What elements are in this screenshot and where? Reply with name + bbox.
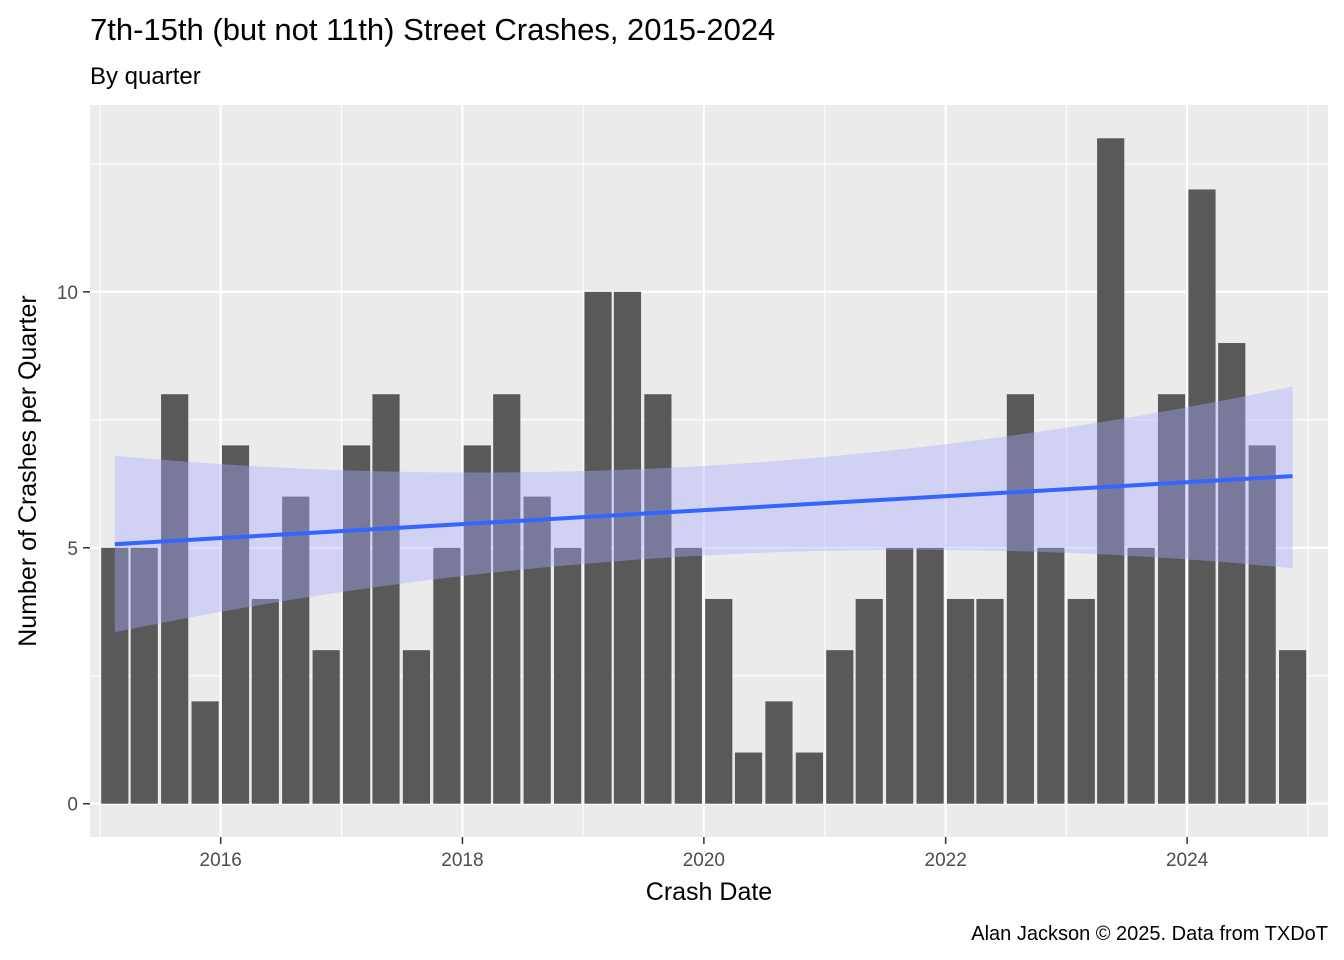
bar [1188,189,1216,804]
bar [674,547,702,804]
y-axis: 0 5 10 [57,283,90,816]
x-tick-label: 2016 [200,850,242,871]
y-tick-label: 5 [67,539,78,560]
bar [221,445,250,804]
bar [916,547,944,804]
bar [433,547,461,804]
bar [1157,394,1186,804]
bar [493,394,521,804]
bar [1248,445,1276,804]
bar [795,752,823,804]
bar [523,496,551,804]
y-tick-label: 10 [57,283,78,304]
bar [1218,343,1246,804]
chart-subtitle: By quarter [90,63,201,90]
bar [101,547,129,804]
bar [946,598,975,804]
bar [312,650,340,804]
trend-layer [114,386,1293,633]
bar [282,496,310,804]
bar [644,394,672,804]
chart-caption: Alan Jackson © 2025. Data from TXDoT [971,923,1328,945]
bar [765,701,793,804]
bar [402,650,431,804]
trend-line [114,474,1293,547]
bar [976,598,1004,804]
bar [191,701,219,804]
bar [613,291,642,804]
x-tick-label: 2024 [1166,850,1209,871]
y-tick-label: 0 [67,795,78,816]
bar [1067,598,1095,804]
bar [130,547,158,804]
bar [342,445,371,804]
bar [251,598,279,804]
bar [705,598,733,804]
x-tick-label: 2020 [683,850,725,871]
bar [1097,138,1125,804]
bar [855,598,883,804]
x-tick-label: 2018 [441,850,483,871]
bar [886,547,914,804]
x-tick-label: 2022 [925,850,967,871]
y-axis-title: Number of Crashes per Quarter [14,295,42,647]
x-axis-title: Crash Date [646,878,772,906]
bar [463,445,491,804]
bar [161,394,189,804]
bar [372,394,400,804]
bar [1279,650,1307,804]
bar [554,547,582,804]
bars [101,138,1307,804]
chart-title: 7th-15th (but not 11th) Street Crashes, … [90,12,775,47]
bar [826,650,854,804]
bar [734,752,763,804]
bar [584,291,612,804]
bar [1006,394,1034,804]
x-axis: 2016 2018 2020 2022 2024 [200,837,1209,871]
bar [1037,547,1065,804]
bar [1127,547,1155,804]
